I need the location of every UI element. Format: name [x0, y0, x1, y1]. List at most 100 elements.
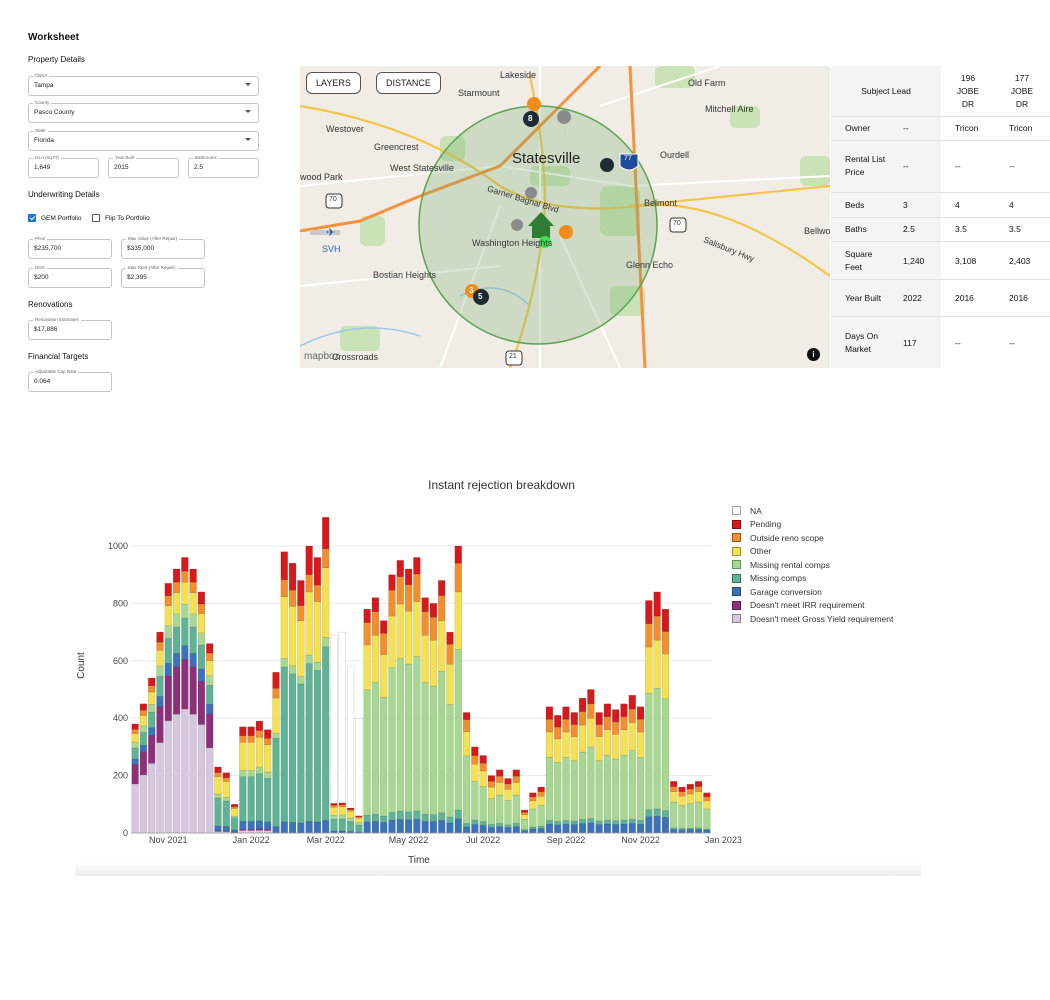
- legend-label: Pending: [750, 519, 782, 530]
- bar-segment: [288, 822, 297, 834]
- bar-segment: [487, 781, 496, 788]
- bar-segment: [388, 819, 396, 834]
- bar-segment: [206, 652, 214, 661]
- y-tick-label: 0: [123, 828, 128, 838]
- county-select[interactable]: County Pasco County: [28, 99, 259, 123]
- row-label: Beds: [845, 199, 865, 210]
- bar-segment: [148, 691, 156, 705]
- row-value: 3,108: [955, 255, 977, 266]
- cap-rate-field[interactable]: Adjustable Cap Rate 0.064: [28, 368, 112, 392]
- price-label: Price: [33, 235, 48, 243]
- legend-item[interactable]: Other: [732, 545, 893, 559]
- bar-segment: [454, 818, 462, 834]
- bar-segment: [462, 826, 471, 834]
- flip-to-portfolio-checkbox[interactable]: Flip To Portfolio: [92, 214, 150, 222]
- legend-item[interactable]: Missing comps: [732, 572, 893, 586]
- bar-segment: [636, 823, 645, 834]
- y-tick-label: 400: [113, 713, 128, 723]
- bar-segment: [421, 597, 429, 612]
- map[interactable]: LAYERS DISTANCE Lakeside Starmount Old F…: [300, 66, 830, 368]
- bar-segment: [496, 823, 504, 827]
- bar-segment: [462, 731, 471, 757]
- layers-button[interactable]: LAYERS: [306, 72, 361, 94]
- bar-segment: [587, 818, 595, 824]
- checkbox-checked-icon[interactable]: [28, 214, 36, 222]
- place-label: Westover: [326, 124, 364, 134]
- place-label: Old Farm: [688, 78, 726, 88]
- distance-button[interactable]: DISTANCE: [376, 72, 441, 94]
- bar-segment: [222, 800, 230, 827]
- legend-item[interactable]: Doesn't meet Gross Yield requirement: [732, 612, 893, 626]
- hoa-field[interactable]: HOA $200: [28, 264, 112, 288]
- gem-portfolio-checkbox[interactable]: GEM Portfolio: [28, 214, 81, 222]
- legend-item[interactable]: Garage conversion: [732, 585, 893, 599]
- bar-segment: [172, 666, 181, 715]
- bar-segment: [272, 672, 280, 689]
- row-value: --: [903, 122, 909, 133]
- bar-segment: [404, 584, 413, 612]
- legend-item[interactable]: Outside reno scope: [732, 531, 893, 545]
- row-value: 2022: [903, 292, 922, 303]
- bar-segment: [554, 738, 562, 763]
- bar-segment: [280, 596, 288, 659]
- bar-segment: [239, 770, 247, 777]
- state-select[interactable]: State Florida: [28, 127, 259, 151]
- bar-segment: [462, 755, 471, 824]
- bar-segment: [653, 688, 661, 810]
- price-value: $235,700: [34, 245, 62, 252]
- bar-segment: [313, 601, 322, 663]
- row-label: Owner: [845, 122, 871, 133]
- bar-segment: [297, 676, 305, 685]
- max-value-field[interactable]: Max Value (After Repair) $335,000: [121, 235, 205, 259]
- place-label: Glenn Echo: [626, 260, 674, 270]
- mapbox-logo[interactable]: mapbox: [304, 351, 340, 362]
- park-area: [800, 156, 830, 186]
- bathrooms-field[interactable]: Bathrooms 2.5: [188, 154, 259, 178]
- gla-field[interactable]: GLA (Sq Ft) 1,649: [28, 154, 99, 178]
- bar-segment: [529, 792, 537, 798]
- bar-segment: [264, 738, 272, 745]
- bar-segment: [504, 778, 512, 785]
- row-divider: [831, 316, 1050, 317]
- bar-segment: [570, 820, 578, 825]
- bar-segment: [313, 584, 322, 602]
- renovation-estimate-field[interactable]: Renovation Estimates $17,886: [28, 316, 112, 340]
- bar-segment: [239, 828, 247, 831]
- legend-item[interactable]: Pending: [732, 518, 893, 532]
- info-icon[interactable]: i: [807, 348, 820, 361]
- bar-segment: [380, 620, 388, 634]
- legend-item[interactable]: Doesn't meet IRR requirement: [732, 599, 893, 613]
- bar-segment: [578, 711, 587, 726]
- interstate-road: [628, 66, 647, 368]
- bar-segment: [595, 736, 603, 761]
- bar-segment: [562, 731, 570, 758]
- legend-item[interactable]: NA: [732, 504, 893, 518]
- bar-segment: [189, 613, 197, 628]
- place-label: Ourdell: [660, 150, 690, 160]
- bar-segment: [454, 649, 462, 811]
- bar-segment: [222, 826, 230, 832]
- checkbox-unchecked-icon[interactable]: [92, 214, 100, 222]
- bar-segment: [363, 644, 371, 690]
- place-label: Bellwo: [804, 226, 830, 236]
- bar-segment: [670, 827, 678, 830]
- bar-segment: [264, 729, 272, 739]
- year-built-field[interactable]: Year Built 2015: [108, 154, 179, 178]
- worksheet-title: Worksheet: [28, 32, 79, 43]
- legend-label: NA: [750, 505, 762, 516]
- cbsa-select[interactable]: CBSA Tampa: [28, 72, 259, 96]
- bar-segment: [529, 826, 537, 830]
- place-label: Crossroads: [332, 352, 379, 362]
- county-value: Pasco County: [34, 109, 75, 116]
- bar-segment: [230, 808, 239, 817]
- legend-swatch: [732, 560, 741, 570]
- bar-segment: [504, 824, 512, 828]
- price-field[interactable]: Price $235,700: [28, 235, 112, 259]
- bar-segment: [653, 591, 661, 617]
- legend-item[interactable]: Missing rental comps: [732, 558, 893, 572]
- bar-segment: [255, 773, 264, 822]
- bar-segment: [214, 831, 222, 834]
- max-rent-field[interactable]: Max Rent (After Repair) $2,395: [121, 264, 205, 288]
- bar-segment: [578, 823, 587, 834]
- bar-segment: [131, 742, 139, 749]
